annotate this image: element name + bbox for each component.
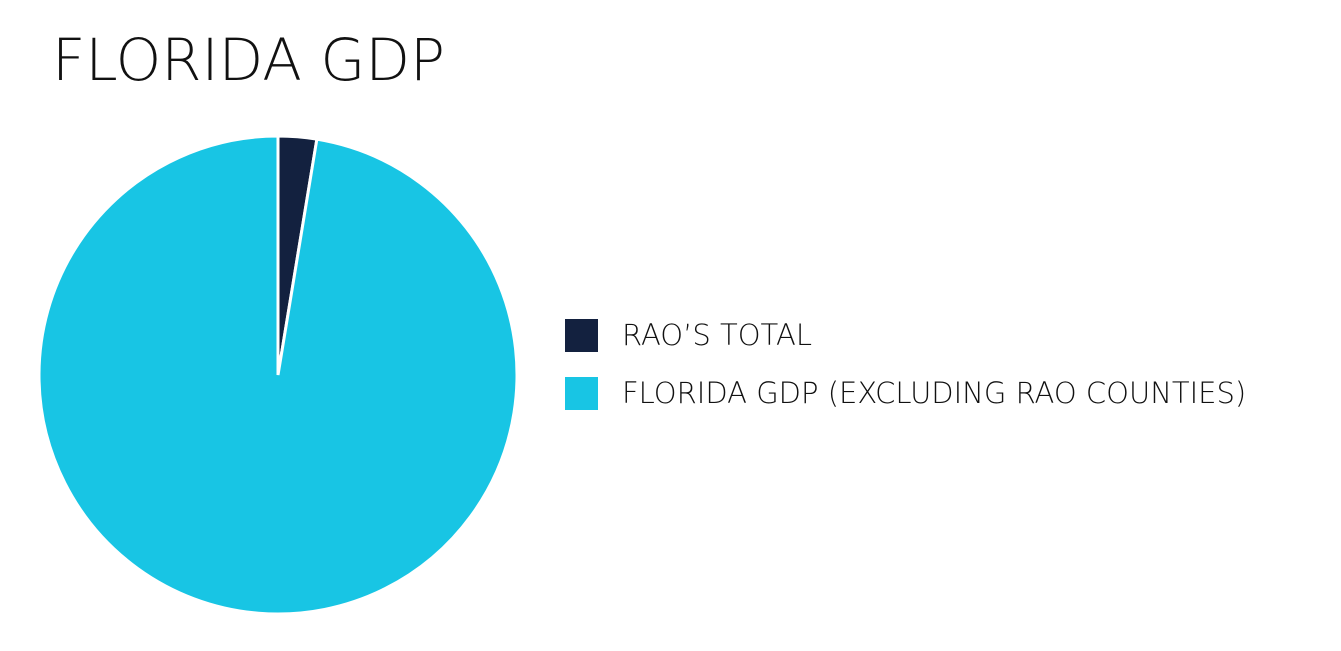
chart-title: FLORIDA GDP — [52, 26, 445, 94]
legend-swatch — [565, 377, 598, 410]
pie-slice — [37, 134, 519, 616]
legend-swatch — [565, 319, 598, 352]
legend-label: RAO’S TOTAL — [622, 318, 812, 352]
legend-label: FLORIDA GDP (EXCLUDING RAO COUNTIES) — [622, 376, 1246, 410]
